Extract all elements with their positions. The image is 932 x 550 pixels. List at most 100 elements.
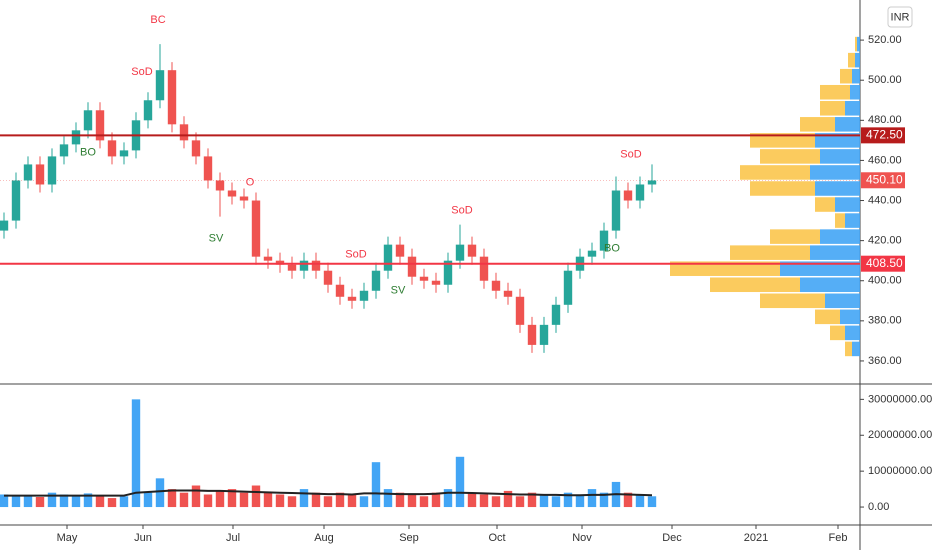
profile-bar: [830, 325, 845, 341]
annotation: SoD: [345, 249, 366, 261]
profile-bar: [820, 229, 860, 244]
annotation: SV: [209, 233, 224, 245]
x-tick-label: Feb: [829, 532, 848, 544]
price-line-tag: [861, 127, 905, 144]
candle-body: [299, 260, 309, 271]
volume-bar: [455, 456, 465, 508]
y-tick-label: 520.00: [868, 34, 902, 46]
candle-body: [107, 140, 117, 157]
volume-bar: [275, 494, 285, 508]
profile-bar: [845, 325, 860, 341]
candle-body: [227, 190, 237, 197]
volume-bar: [575, 494, 585, 508]
profile-bar: [670, 261, 780, 276]
volume-bar: [551, 496, 561, 508]
candle-body: [395, 244, 405, 257]
profile-bar: [835, 213, 845, 228]
candle-body: [587, 250, 597, 257]
volume-bar: [35, 497, 45, 508]
profile-bar: [855, 52, 860, 68]
volume-bar: [203, 494, 213, 508]
profile-bar: [810, 245, 860, 260]
candle-body: [287, 264, 297, 271]
volume-bar: [59, 494, 69, 508]
volume-bar: [191, 485, 201, 508]
volume-bar: [0, 494, 9, 508]
volume-bar: [11, 496, 21, 508]
profile-bar: [815, 197, 835, 212]
volume-bar: [383, 489, 393, 508]
candle-body: [623, 190, 633, 201]
profile-bar: [835, 117, 860, 132]
candle-body: [515, 296, 525, 325]
candle-body: [275, 260, 285, 265]
profile-bar: [800, 277, 860, 293]
volume-bar: [623, 492, 633, 508]
volume-bar: [167, 489, 177, 508]
profile-bar: [825, 293, 860, 309]
volume-bar: [215, 490, 225, 508]
y-tick-label: 500.00: [868, 74, 902, 86]
x-tick-label: Sep: [399, 532, 419, 544]
candle-body: [215, 180, 225, 191]
volume-ma-line: [4, 489, 653, 497]
candle-body: [335, 284, 345, 297]
candle-body: [551, 304, 561, 325]
candle-body: [23, 164, 33, 181]
volume-bar: [431, 492, 441, 508]
profile-bar: [800, 117, 835, 132]
price-line-label: 408.50: [866, 256, 903, 270]
volume-bar: [419, 496, 429, 508]
candle-body: [155, 70, 165, 101]
volume-tick-label: 20000000.00: [868, 429, 932, 441]
volume-bar: [335, 492, 345, 508]
volume-bar: [263, 492, 273, 508]
x-tick-label: May: [57, 532, 78, 544]
annotation: SV: [391, 285, 406, 297]
annotation: BO: [604, 243, 620, 255]
candle-body: [311, 260, 321, 271]
profile-bar: [820, 149, 860, 164]
candle-body: [179, 124, 189, 141]
annotation: BC: [150, 14, 165, 26]
x-tick-label: Jun: [134, 532, 152, 544]
volume-bar: [23, 495, 33, 508]
y-tick-label: 460.00: [868, 154, 902, 166]
profile-bar: [815, 309, 840, 325]
last-price-label: 450.10: [866, 172, 903, 186]
volume-bar: [527, 492, 537, 508]
volume-bar: [251, 485, 261, 508]
annotation: SoD: [620, 148, 641, 160]
candle-body: [359, 290, 369, 301]
candle-body: [611, 190, 621, 231]
annotation: SoD: [451, 204, 472, 216]
profile-bar: [845, 101, 860, 116]
candle-body: [455, 244, 465, 261]
volume-bar: [443, 489, 453, 508]
candle-body: [347, 296, 357, 301]
volume-bar: [359, 496, 369, 508]
candle-body: [47, 156, 57, 185]
volume-bar: [515, 496, 525, 508]
currency-label: INR: [891, 11, 910, 23]
candle-body: [407, 256, 417, 277]
candle-body: [479, 256, 489, 281]
profile-bar: [815, 133, 860, 148]
x-tick-label: Dec: [662, 532, 682, 544]
annotation: BO: [80, 146, 96, 158]
volume-bar: [47, 492, 57, 508]
candle-body: [251, 200, 261, 257]
y-tick-label: 440.00: [868, 194, 902, 206]
volume-bar: [491, 496, 501, 508]
volume-bar: [503, 490, 513, 508]
profile-bar: [750, 181, 815, 196]
volume-bar: [83, 493, 93, 508]
candle-body: [143, 100, 153, 121]
x-tick-label: Aug: [314, 532, 334, 544]
candle-body: [419, 276, 429, 281]
volume-bar: [647, 496, 657, 508]
profile-bar: [760, 293, 825, 309]
candle-body: [383, 244, 393, 271]
volume-bar: [239, 492, 249, 508]
candle-body: [191, 140, 201, 157]
